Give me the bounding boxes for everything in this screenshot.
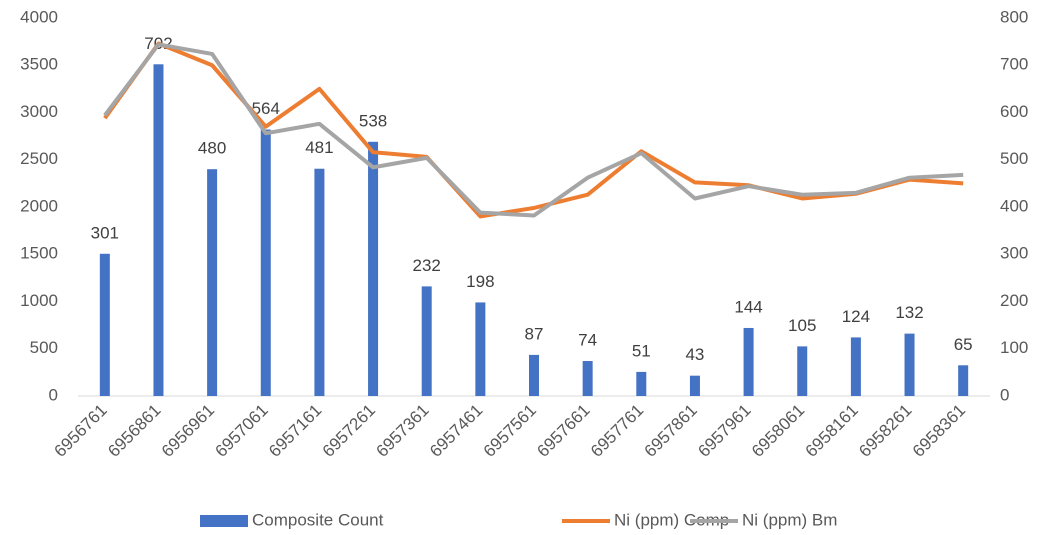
bar bbox=[797, 346, 808, 396]
y2-tick-label: 600 bbox=[1000, 102, 1028, 121]
data-label: 132 bbox=[895, 303, 923, 322]
bar bbox=[207, 169, 218, 396]
y-tick-label: 1500 bbox=[20, 244, 58, 263]
data-label: 481 bbox=[305, 138, 333, 157]
data-label: 65 bbox=[954, 335, 973, 354]
x-tick-label: 6957461 bbox=[426, 401, 486, 461]
legend-label: Ni (ppm) Comp bbox=[614, 510, 729, 529]
data-label: 144 bbox=[734, 297, 762, 316]
data-label: 232 bbox=[413, 256, 441, 275]
x-tick-label: 6958161 bbox=[802, 401, 862, 461]
x-tick-label: 6957361 bbox=[372, 401, 432, 461]
bar bbox=[475, 302, 486, 396]
y2-tick-label: 200 bbox=[1000, 291, 1028, 310]
bar bbox=[314, 168, 325, 396]
data-label: 301 bbox=[91, 223, 119, 242]
y-tick-label: 3000 bbox=[20, 102, 58, 121]
bar bbox=[689, 375, 700, 396]
line bbox=[103, 41, 964, 219]
y-tick-label: 1000 bbox=[20, 291, 58, 310]
legend-label: Composite Count bbox=[252, 510, 384, 529]
data-label: 124 bbox=[842, 307, 870, 326]
data-label: 74 bbox=[578, 331, 597, 350]
x-tick-label: 6958361 bbox=[909, 401, 969, 461]
x-tick-label: 6957261 bbox=[319, 401, 379, 461]
y-tick-label: 4000 bbox=[20, 7, 58, 26]
x-tick-label: 6958261 bbox=[855, 401, 915, 461]
bar bbox=[958, 365, 969, 396]
y2-tick-label: 400 bbox=[1000, 196, 1028, 215]
bar bbox=[260, 129, 271, 396]
x-tick-label: 6958061 bbox=[748, 401, 808, 461]
legend-swatch bbox=[200, 515, 248, 527]
y2-tick-label: 0 bbox=[1000, 385, 1009, 404]
x-tick-label: 6956961 bbox=[158, 401, 218, 461]
x-tick-label: 6956761 bbox=[51, 401, 111, 461]
x-tick-label: 6957961 bbox=[694, 401, 754, 461]
bar bbox=[582, 361, 593, 396]
data-label: 87 bbox=[525, 324, 544, 343]
data-label: 564 bbox=[252, 99, 280, 118]
bar bbox=[421, 286, 432, 396]
data-label: 43 bbox=[685, 345, 704, 364]
x-tick-label: 6957761 bbox=[587, 401, 647, 461]
x-tick-label: 6957161 bbox=[265, 401, 325, 461]
y2-tick-label: 700 bbox=[1000, 55, 1028, 74]
data-label: 480 bbox=[198, 139, 226, 158]
y-tick-label: 3500 bbox=[20, 55, 58, 74]
y-tick-label: 2000 bbox=[20, 196, 58, 215]
legend-label: Ni (ppm) Bm bbox=[742, 510, 837, 529]
bar bbox=[368, 141, 379, 396]
x-tick-label: 6957561 bbox=[480, 401, 540, 461]
bar bbox=[743, 327, 754, 396]
x-tick-label: 6957661 bbox=[533, 401, 593, 461]
x-tick-label: 6956861 bbox=[104, 401, 164, 461]
data-label: 51 bbox=[632, 341, 651, 360]
bar bbox=[850, 337, 861, 396]
line bbox=[103, 42, 964, 218]
data-label: 198 bbox=[466, 272, 494, 291]
data-label: 538 bbox=[359, 111, 387, 130]
y2-tick-label: 100 bbox=[1000, 338, 1028, 357]
bar bbox=[99, 253, 110, 396]
x-tick-label: 6957861 bbox=[641, 401, 701, 461]
bar bbox=[153, 64, 164, 397]
y-tick-label: 500 bbox=[30, 338, 58, 357]
y-tick-label: 2500 bbox=[20, 149, 58, 168]
y2-tick-label: 300 bbox=[1000, 244, 1028, 263]
y2-tick-label: 500 bbox=[1000, 149, 1028, 168]
y2-tick-label: 800 bbox=[1000, 7, 1028, 26]
y-tick-label: 0 bbox=[49, 385, 58, 404]
x-tick-label: 6957061 bbox=[212, 401, 272, 461]
bar bbox=[529, 354, 539, 396]
bar bbox=[904, 333, 915, 396]
data-label: 105 bbox=[788, 316, 816, 335]
bar bbox=[636, 371, 647, 396]
